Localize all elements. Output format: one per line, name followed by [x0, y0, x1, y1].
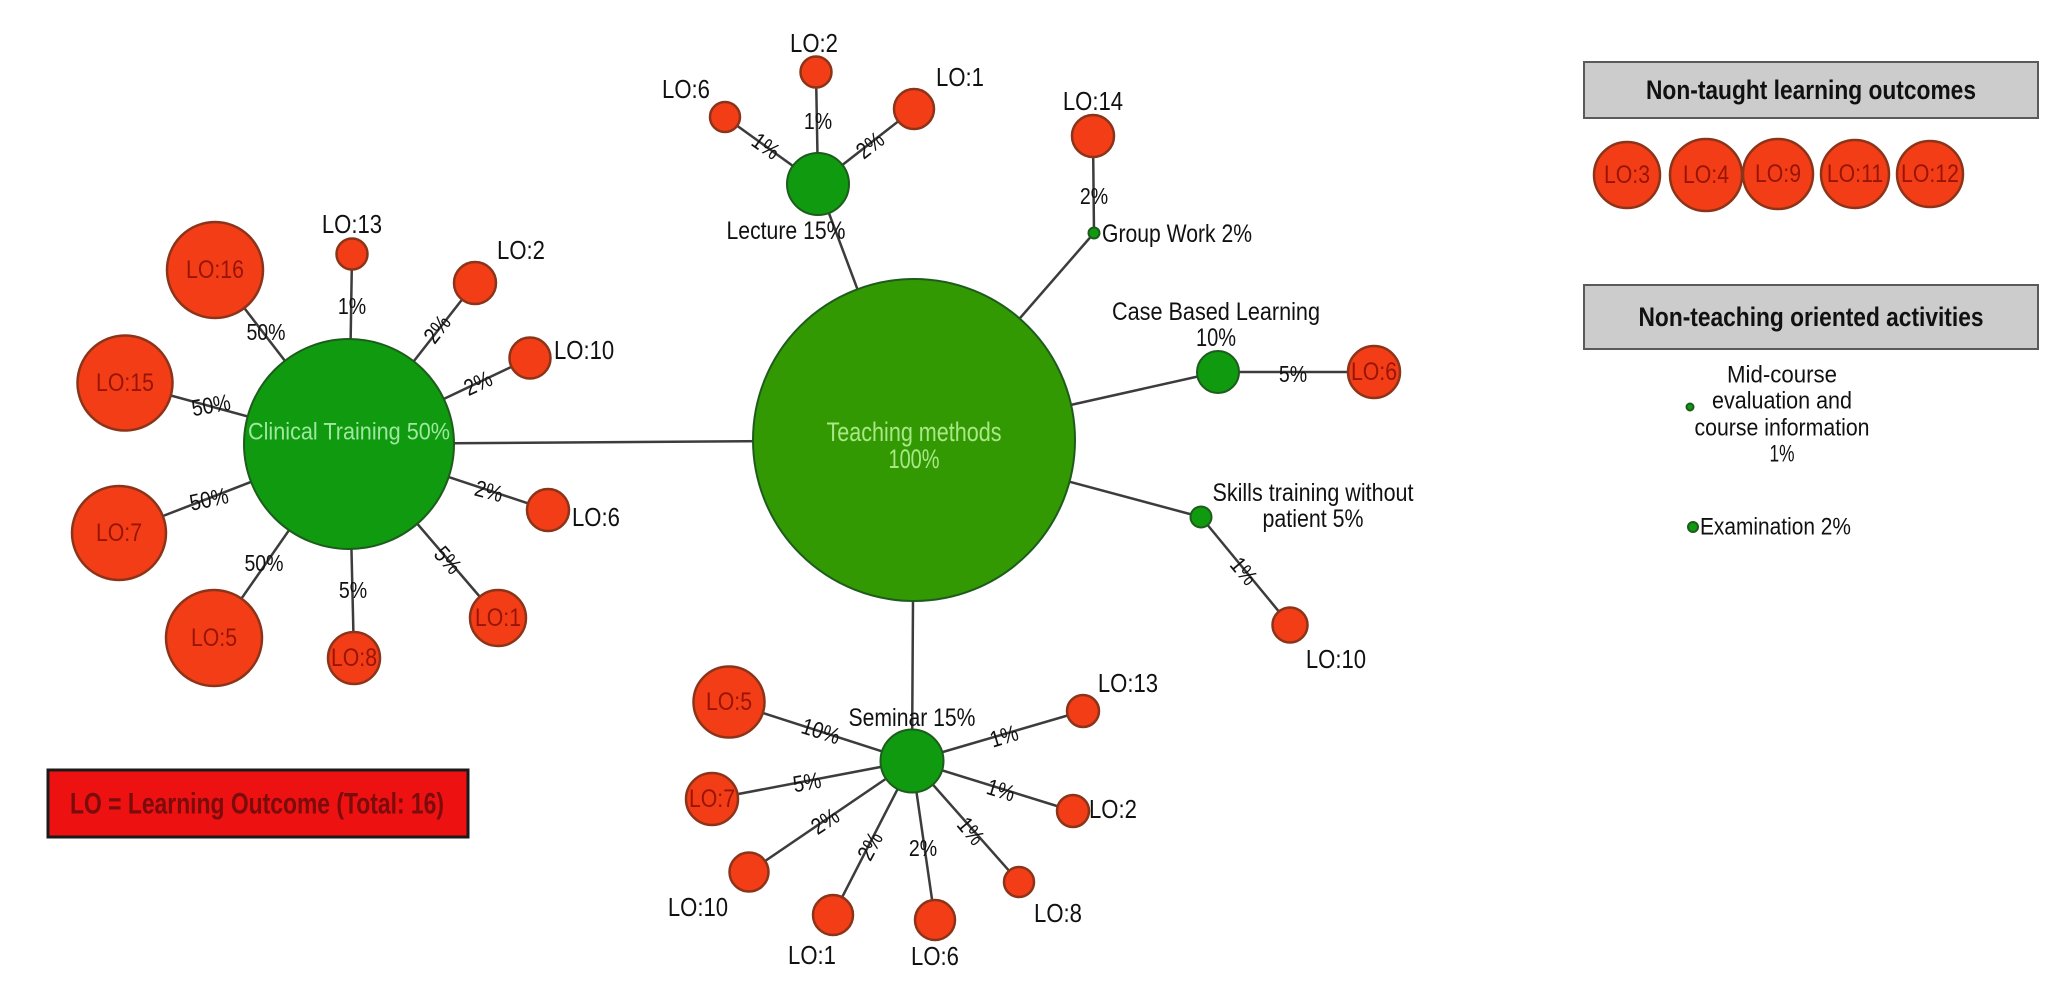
svg-text:evaluation and: evaluation and [1712, 388, 1852, 415]
svg-text:Non-taught learning outcomes: Non-taught learning outcomes [1646, 75, 1976, 105]
svg-text:LO:8: LO:8 [1034, 898, 1082, 928]
svg-text:LO:6: LO:6 [662, 74, 710, 104]
svg-text:Seminar 15%: Seminar 15% [849, 704, 976, 732]
svg-text:LO:12: LO:12 [1901, 160, 1959, 188]
svg-text:LO:9: LO:9 [1755, 160, 1801, 188]
svg-text:LO:14: LO:14 [1063, 86, 1123, 116]
svg-text:patient 5%: patient 5% [1263, 505, 1364, 533]
svg-text:50%: 50% [246, 319, 285, 345]
svg-text:LO:7: LO:7 [96, 519, 142, 547]
svg-text:LO:6: LO:6 [1351, 358, 1397, 386]
svg-text:LO:13: LO:13 [1098, 668, 1158, 698]
svg-text:LO:2: LO:2 [497, 235, 545, 265]
svg-text:Teaching methods: Teaching methods [827, 417, 1002, 447]
svg-text:100%: 100% [889, 444, 940, 474]
svg-text:LO:7: LO:7 [689, 785, 735, 813]
svg-text:LO:4: LO:4 [1683, 161, 1729, 189]
svg-text:LO:15: LO:15 [96, 369, 154, 397]
svg-text:LO:1: LO:1 [936, 62, 984, 92]
svg-text:LO:10: LO:10 [1306, 644, 1366, 674]
svg-text:LO:10: LO:10 [668, 892, 728, 922]
svg-text:LO:2: LO:2 [1089, 794, 1137, 824]
svg-text:LO:1: LO:1 [788, 940, 836, 970]
svg-text:LO:10: LO:10 [554, 335, 614, 365]
svg-text:1%: 1% [804, 108, 832, 134]
svg-text:LO:16: LO:16 [186, 256, 244, 284]
svg-text:1%: 1% [1770, 441, 1795, 468]
svg-text:10%: 10% [1196, 324, 1236, 352]
svg-text:LO:5: LO:5 [191, 624, 237, 652]
svg-text:LO:5: LO:5 [706, 688, 752, 716]
svg-text:course information: course information [1695, 415, 1870, 442]
svg-text:5%: 5% [339, 577, 367, 603]
svg-text:50%: 50% [244, 550, 283, 576]
svg-text:LO:6: LO:6 [911, 941, 959, 971]
svg-text:LO:8: LO:8 [331, 644, 377, 672]
svg-text:LO:13: LO:13 [322, 209, 382, 239]
svg-text:5%: 5% [1279, 361, 1307, 387]
svg-text:Group Work 2%: Group Work 2% [1102, 220, 1252, 248]
svg-text:Mid-course: Mid-course [1727, 362, 1837, 389]
svg-text:2%: 2% [1080, 183, 1108, 209]
svg-text:LO:3: LO:3 [1604, 161, 1650, 189]
svg-text:LO:6: LO:6 [572, 502, 620, 532]
svg-text:LO:2: LO:2 [790, 28, 838, 58]
svg-text:Examination 2%: Examination 2% [1700, 514, 1851, 541]
svg-text:Case Based Learning: Case Based Learning [1112, 298, 1320, 326]
svg-text:Skills training without: Skills training without [1213, 479, 1414, 507]
svg-text:Non-teaching oriented activiti: Non-teaching oriented activities [1639, 302, 1984, 332]
svg-text:Lecture 15%: Lecture 15% [727, 217, 846, 245]
svg-text:2%: 2% [909, 835, 937, 861]
svg-text:LO:1: LO:1 [475, 604, 521, 632]
svg-text:5%: 5% [791, 767, 823, 798]
svg-text:LO = Learning Outcome (Total:: LO = Learning Outcome (Total: 16) [70, 788, 444, 821]
svg-text:Clinical Training 50%: Clinical Training 50% [248, 419, 450, 446]
svg-text:1%: 1% [338, 293, 366, 319]
svg-text:LO:11: LO:11 [1827, 160, 1883, 188]
